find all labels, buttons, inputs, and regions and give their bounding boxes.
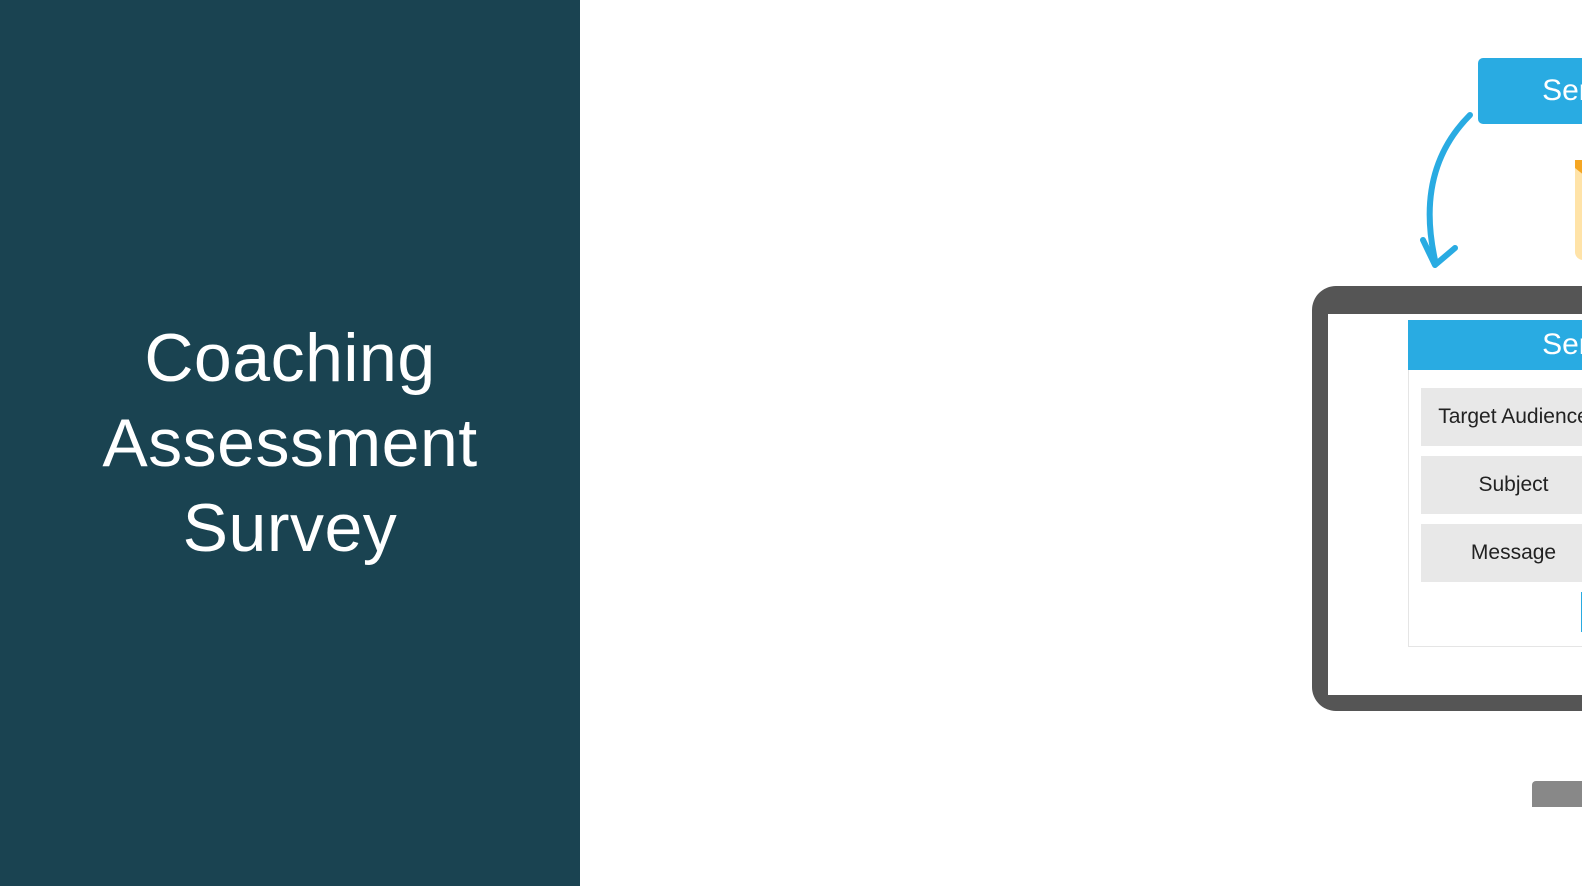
send-survey-button[interactable]: Send a Survey — [1478, 58, 1582, 124]
monitor-frame: Send Survey Target Audience — [1312, 286, 1582, 711]
envelope-icon — [1575, 160, 1582, 260]
monitor-base — [1532, 781, 1582, 807]
subject-row: Subject — [1421, 456, 1582, 514]
target-audience-label: Target Audience — [1421, 388, 1582, 446]
send-survey-form: Send Survey Target Audience — [1408, 320, 1582, 647]
arrow-icon — [1405, 110, 1485, 280]
message-label: Message — [1421, 524, 1582, 582]
title-line-3: Survey — [183, 490, 398, 566]
message-row: Message — [1421, 524, 1582, 582]
left-panel: Coaching Assessment Survey — [0, 0, 580, 886]
right-panel: Send a Survey Send Survey Target Audienc… — [580, 0, 1582, 886]
send-survey-label: Send a Survey — [1542, 74, 1582, 108]
subject-label: Subject — [1421, 456, 1582, 514]
form-body: Target Audience Subject — [1408, 370, 1582, 647]
target-audience-row: Target Audience — [1421, 388, 1582, 446]
page-title: Coaching Assessment Survey — [102, 316, 477, 571]
form-header: Send Survey — [1408, 320, 1582, 370]
title-line-1: Coaching — [144, 320, 435, 396]
monitor-screen: Send Survey Target Audience — [1328, 314, 1582, 695]
title-line-2: Assessment — [102, 405, 477, 481]
form-header-label: Send Survey — [1542, 328, 1582, 362]
monitor-illustration: Send Survey Target Audience — [1312, 286, 1582, 846]
